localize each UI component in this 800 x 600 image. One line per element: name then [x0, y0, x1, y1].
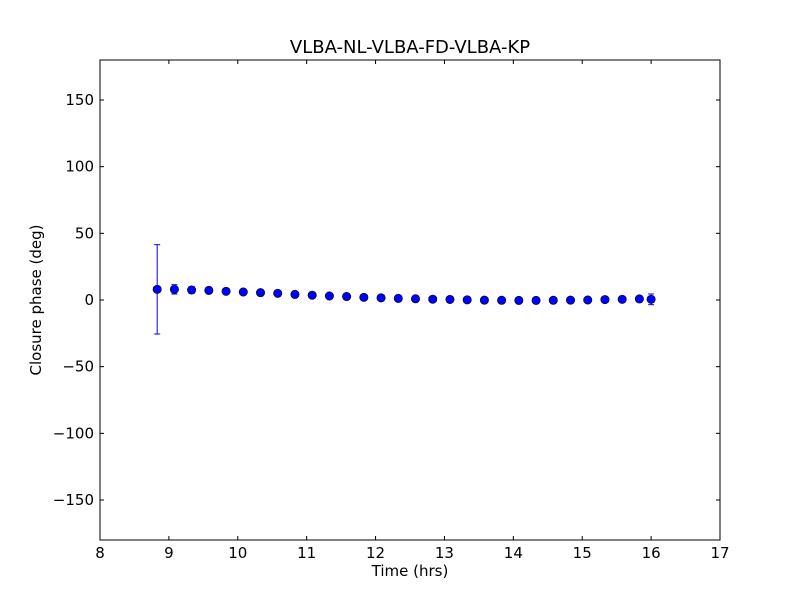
x-tick-label: 9	[164, 544, 174, 562]
y-tick-label: 0	[84, 291, 94, 309]
data-points	[152, 284, 656, 305]
data-point	[462, 295, 472, 305]
data-point	[583, 295, 593, 305]
data-point	[359, 292, 369, 302]
y-tick-label: −100	[53, 424, 94, 442]
data-point	[445, 294, 455, 304]
data-point	[548, 295, 558, 305]
plot-area: 8 9 10 11 12 13 14 15 16 17 150 100 50 0 −50 −100 −150	[53, 59, 730, 562]
data-point	[204, 285, 214, 295]
y-tick-label: 150	[65, 91, 94, 109]
data-point	[169, 284, 179, 294]
data-point	[600, 295, 610, 305]
data-point	[617, 294, 627, 304]
data-point	[376, 293, 386, 303]
data-point	[646, 294, 656, 304]
chart-title: VLBA-NL-VLBA-FD-VLBA-KP	[290, 37, 530, 58]
data-point	[324, 291, 334, 301]
data-point	[411, 294, 421, 304]
y-tick-label: 100	[65, 158, 94, 176]
data-point	[634, 294, 644, 304]
data-point	[307, 290, 317, 300]
y-tick-label: −50	[62, 358, 94, 376]
x-axis-label: Time (hrs)	[371, 562, 449, 580]
data-point	[238, 287, 248, 297]
data-point	[497, 295, 507, 305]
x-tick-label: 17	[710, 544, 729, 562]
x-tick-label: 15	[573, 544, 592, 562]
x-tick-label: 8	[95, 544, 105, 562]
data-point	[428, 294, 438, 304]
data-point	[566, 295, 576, 305]
data-point	[273, 288, 283, 298]
data-point	[152, 284, 162, 294]
data-point	[221, 286, 231, 296]
data-point	[393, 293, 403, 303]
data-point	[514, 295, 524, 305]
y-tick-label: 50	[75, 224, 94, 242]
data-point	[290, 289, 300, 299]
y-tick-label: −150	[53, 491, 94, 509]
tick-labels: 8 9 10 11 12 13 14 15 16 17 150 100 50 0 −50 −100 −150	[53, 91, 730, 562]
data-point	[342, 292, 352, 302]
data-point	[256, 288, 266, 298]
x-tick-label: 12	[366, 544, 385, 562]
data-point	[531, 295, 541, 305]
y-axis-label: Closure phase (deg)	[27, 225, 45, 376]
ticks	[99, 60, 721, 540]
data-point	[479, 295, 489, 305]
x-tick-label: 13	[435, 544, 454, 562]
x-tick-label: 11	[297, 544, 316, 562]
x-tick-label: 16	[642, 544, 661, 562]
x-tick-label: 10	[228, 544, 247, 562]
data-point	[187, 285, 197, 295]
x-tick-label: 14	[504, 544, 523, 562]
